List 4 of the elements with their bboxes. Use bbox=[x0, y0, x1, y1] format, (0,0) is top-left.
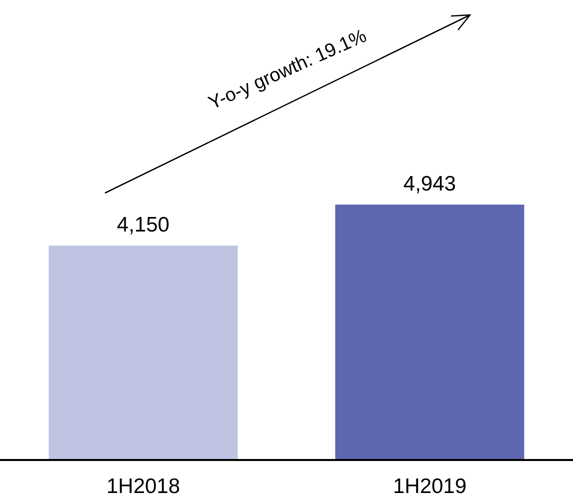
data-label: 4,150 bbox=[116, 214, 170, 237]
x-tick-label: 1H2019 bbox=[392, 474, 467, 498]
x-tick-label: 1H2018 bbox=[106, 474, 180, 498]
data-label: 4,943 bbox=[403, 172, 456, 196]
